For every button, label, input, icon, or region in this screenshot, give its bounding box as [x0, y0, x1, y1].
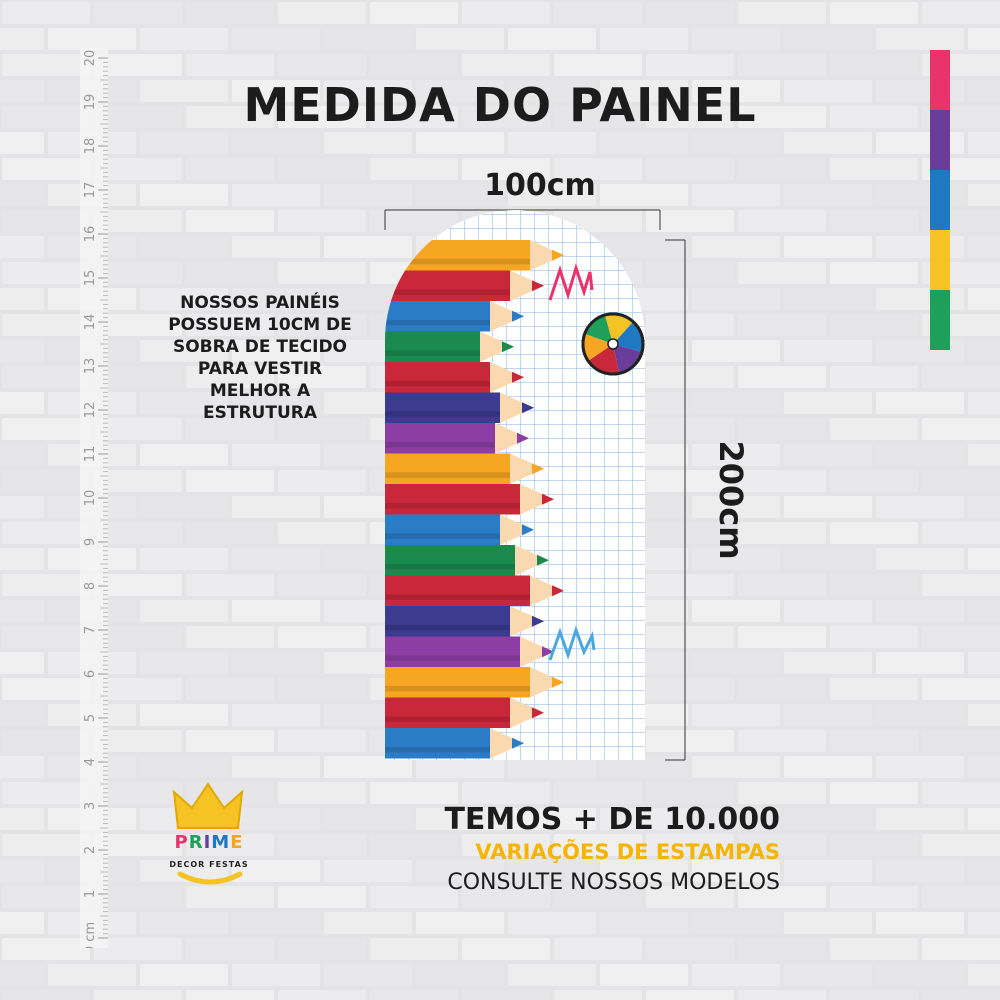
- pencil: [385, 270, 544, 301]
- swatch-blue: [930, 170, 950, 230]
- swatch-pink: [930, 50, 950, 110]
- pencil: [385, 514, 534, 545]
- panel-illustration: [384, 209, 686, 761]
- logo-letter: P: [174, 832, 189, 853]
- pencil: [385, 728, 524, 759]
- pencil: [385, 423, 529, 454]
- blue-scribble: [548, 625, 596, 661]
- pencil: [385, 636, 554, 667]
- ruler-tick-label: 5: [83, 714, 98, 722]
- pencil: [385, 575, 564, 606]
- ruler-tick-label: 2: [83, 846, 98, 854]
- ruler-tick-label: 7: [83, 626, 98, 634]
- fabric-note: NOSSOS PAINÉIS POSSUEM 10CM DE SOBRA DE …: [150, 292, 370, 424]
- crown-icon: [172, 782, 244, 885]
- logo-wordmark: PRIME: [162, 832, 256, 858]
- swatch-purple: [930, 110, 950, 170]
- pencil: [385, 301, 524, 332]
- ruler-tick-label: 12: [83, 402, 98, 419]
- pencil: [385, 484, 554, 515]
- logo-letter: E: [230, 832, 244, 853]
- logo-letter: M: [211, 832, 231, 853]
- pencil: [385, 667, 564, 698]
- pencil: [385, 697, 544, 728]
- ruler-tick-label: 11: [83, 446, 98, 463]
- ruler-tick-label: 8: [83, 582, 98, 590]
- pencil-stack: [385, 240, 564, 759]
- note-line: MELHOR A: [209, 381, 311, 401]
- note-line: POSSUEM 10CM DE: [168, 315, 352, 335]
- promo-headline: TEMOS + DE 10.000: [444, 802, 780, 837]
- ruler-tick-label: 20: [83, 50, 98, 67]
- ruler-tick-label: 3: [83, 802, 98, 810]
- logo-subtitle: DECOR FESTAS: [169, 860, 249, 869]
- note-line: SOBRA DE TECIDO: [172, 337, 348, 357]
- ruler-tick-label: 10: [83, 490, 98, 507]
- height-label: 200cm: [712, 440, 750, 560]
- promo-subheadline: VARIAÇÕES DE ESTAMPAS: [475, 840, 780, 864]
- swatch-yellow: [930, 230, 950, 290]
- width-label: 100cm: [484, 168, 596, 203]
- ruler-tick-label: 1: [83, 890, 98, 898]
- page-title: MEDIDA DO PAINEL: [243, 78, 757, 132]
- pencil: [385, 331, 514, 362]
- ruler-tick-label: 0 cm: [83, 922, 98, 948]
- ruler-tick-label: 19: [83, 94, 98, 111]
- ruler-tick-label: 13: [83, 358, 98, 375]
- ruler-tick-label: 14: [83, 314, 98, 331]
- note-line: PARA VESTIR: [197, 359, 323, 379]
- ruler-tick-label: 16: [83, 226, 98, 243]
- pencil: [385, 606, 544, 637]
- note-line: ESTRUTURA: [203, 403, 317, 423]
- logo-letter: I: [203, 832, 212, 853]
- ruler-tick-label: 17: [83, 182, 98, 199]
- ruler-tick-label: 6: [83, 670, 98, 678]
- pencil: [385, 453, 544, 484]
- beach-ball-icon: [581, 312, 645, 376]
- pencil: [385, 362, 524, 393]
- color-swatches: [930, 50, 950, 350]
- pencil: [385, 545, 549, 576]
- note-line: NOSSOS PAINÉIS: [180, 293, 340, 313]
- ruler-tick-label: 4: [83, 758, 98, 766]
- pencil: [385, 392, 534, 423]
- swatch-green: [930, 290, 950, 350]
- pink-scribble: [548, 263, 594, 301]
- ruler-tick-label: 9: [83, 538, 98, 546]
- pencil: [385, 240, 564, 271]
- ruler-tick-label: 15: [83, 270, 98, 287]
- logo-letter: R: [188, 832, 204, 853]
- promo-cta: CONSULTE NOSSOS MODELOS: [447, 870, 780, 895]
- ruler-tick-label: 18: [83, 138, 98, 155]
